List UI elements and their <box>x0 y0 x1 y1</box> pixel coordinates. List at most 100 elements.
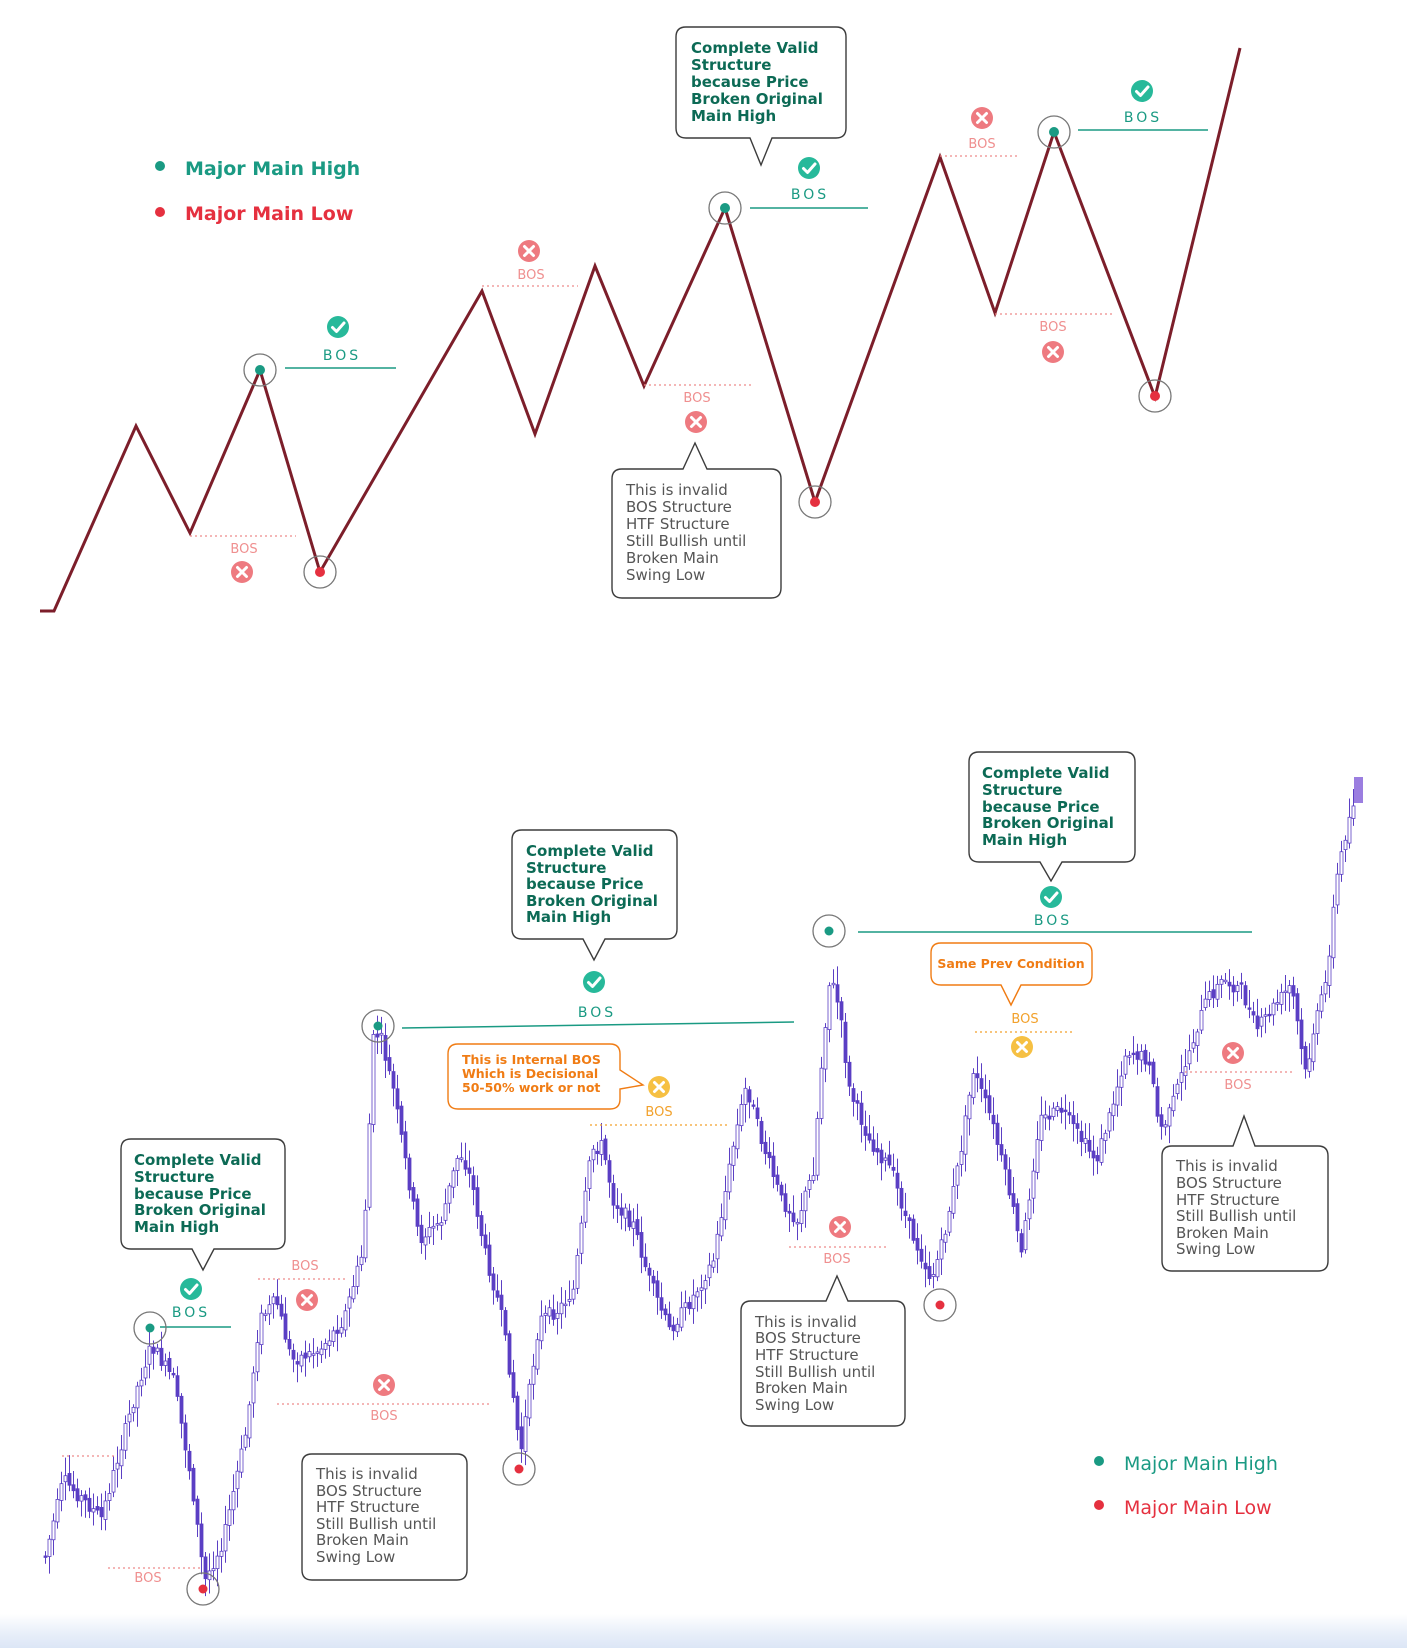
candle-body <box>683 1302 688 1308</box>
callout-line: because Price <box>134 1185 252 1203</box>
candle-body <box>995 1122 1000 1145</box>
red-dot-icon <box>810 497 820 507</box>
candle-body <box>1259 1016 1264 1027</box>
callout-line: BOS Structure <box>316 1482 422 1500</box>
candle-body <box>1175 1083 1180 1094</box>
candle-body <box>283 1313 288 1340</box>
candle-body <box>71 1484 76 1492</box>
candle-body <box>787 1210 792 1214</box>
candle-body <box>1231 984 1236 993</box>
candle-body <box>239 1448 244 1473</box>
candle-body <box>531 1365 536 1385</box>
candle-body <box>511 1372 516 1398</box>
major-low-marker <box>923 1288 957 1322</box>
candle-body <box>763 1141 768 1155</box>
candle-body <box>883 1157 888 1161</box>
candle-body <box>943 1233 948 1243</box>
candle-body <box>171 1372 176 1376</box>
candle-body <box>1155 1086 1160 1117</box>
candle-body <box>643 1256 648 1268</box>
candle-body <box>147 1345 152 1365</box>
candle-body <box>499 1294 504 1310</box>
candle-body <box>851 1088 856 1102</box>
candle-body <box>611 1183 616 1206</box>
candle-body <box>55 1499 60 1523</box>
candle-body <box>1055 1106 1060 1111</box>
candle-body <box>403 1131 408 1159</box>
x-circle-icon <box>969 105 995 131</box>
red-dot-icon <box>198 1584 208 1594</box>
candle-body <box>1291 985 1296 997</box>
candle-body <box>447 1185 452 1204</box>
teal-dot-icon <box>720 203 730 213</box>
candle-body <box>1207 991 1212 1001</box>
major-low-marker <box>303 555 337 589</box>
candle-body <box>227 1509 232 1526</box>
candle-body <box>275 1296 280 1306</box>
candle-body <box>215 1555 220 1570</box>
candle-body <box>1271 1002 1276 1016</box>
candle-body <box>927 1266 932 1279</box>
candle-body <box>987 1095 992 1114</box>
candle-body <box>1039 1114 1044 1141</box>
candle-body <box>271 1296 276 1305</box>
candle-body <box>123 1423 128 1451</box>
bos-valid-label: BOS <box>791 187 829 203</box>
bos-invalid-label: BOS <box>291 1259 318 1274</box>
check-circle-icon <box>581 969 607 995</box>
candle-body <box>1095 1155 1100 1162</box>
bottom-chart: BOS BOS BOS BOS BOS BOS BOS BOS BOS BOS <box>43 751 1363 1606</box>
bos-valid-label: BOS <box>172 1305 210 1321</box>
candle-body <box>843 1021 848 1063</box>
candle-body <box>1203 998 1208 1008</box>
candle-body <box>95 1506 100 1511</box>
callout-line: Main High <box>134 1218 219 1236</box>
candle-body <box>311 1353 316 1356</box>
bos-valid-label: BOS <box>1124 110 1162 126</box>
bos-invalid-label: BOS <box>134 1571 161 1586</box>
candle-body <box>1099 1138 1104 1163</box>
candle-body <box>395 1088 400 1110</box>
teal-dot-icon <box>824 926 834 936</box>
candle-body <box>719 1217 724 1237</box>
candle-body <box>783 1193 788 1212</box>
candle-body <box>751 1104 756 1107</box>
callout-line: Swing Low <box>626 566 705 584</box>
candle-body <box>351 1286 356 1300</box>
candle-body <box>303 1352 308 1359</box>
candle-body <box>1199 1009 1204 1031</box>
major-high-marker <box>243 353 277 387</box>
callout-line: Still Bullish until <box>316 1515 436 1533</box>
candle-body <box>727 1163 732 1193</box>
candle-body <box>723 1191 728 1221</box>
candle-body <box>307 1351 312 1358</box>
candle-body <box>243 1434 248 1448</box>
candle-body <box>435 1223 440 1226</box>
candle-body <box>219 1550 224 1557</box>
callout-line: because Price <box>691 73 809 91</box>
candle-body <box>595 1150 600 1155</box>
candle-body <box>579 1222 584 1254</box>
x-circle-icon <box>516 238 542 264</box>
candle-body <box>203 1556 208 1580</box>
candle-body <box>1027 1199 1032 1220</box>
candle-body <box>51 1520 56 1541</box>
candle-body <box>451 1170 456 1188</box>
x-circle-icon <box>371 1372 397 1398</box>
candle-body <box>367 1123 372 1208</box>
candle-body <box>983 1089 988 1099</box>
callout-invalid-right: This is invalid BOS Structure HTF Struct… <box>1161 1113 1329 1272</box>
candle-body <box>1111 1103 1116 1117</box>
callout-line: Structure <box>526 859 606 877</box>
callout-line: Broken Original <box>691 90 823 108</box>
callout-line: Complete Valid <box>134 1151 262 1169</box>
candle-body <box>639 1232 644 1258</box>
callout-line: because Price <box>526 875 644 893</box>
invalid-bos-lines <box>62 1071 1292 1569</box>
candle-body <box>483 1234 488 1249</box>
candle-body <box>807 1180 812 1190</box>
candle-body <box>527 1383 532 1419</box>
candle-body <box>599 1140 604 1155</box>
candle-body <box>235 1470 240 1490</box>
candle-body <box>143 1366 148 1379</box>
